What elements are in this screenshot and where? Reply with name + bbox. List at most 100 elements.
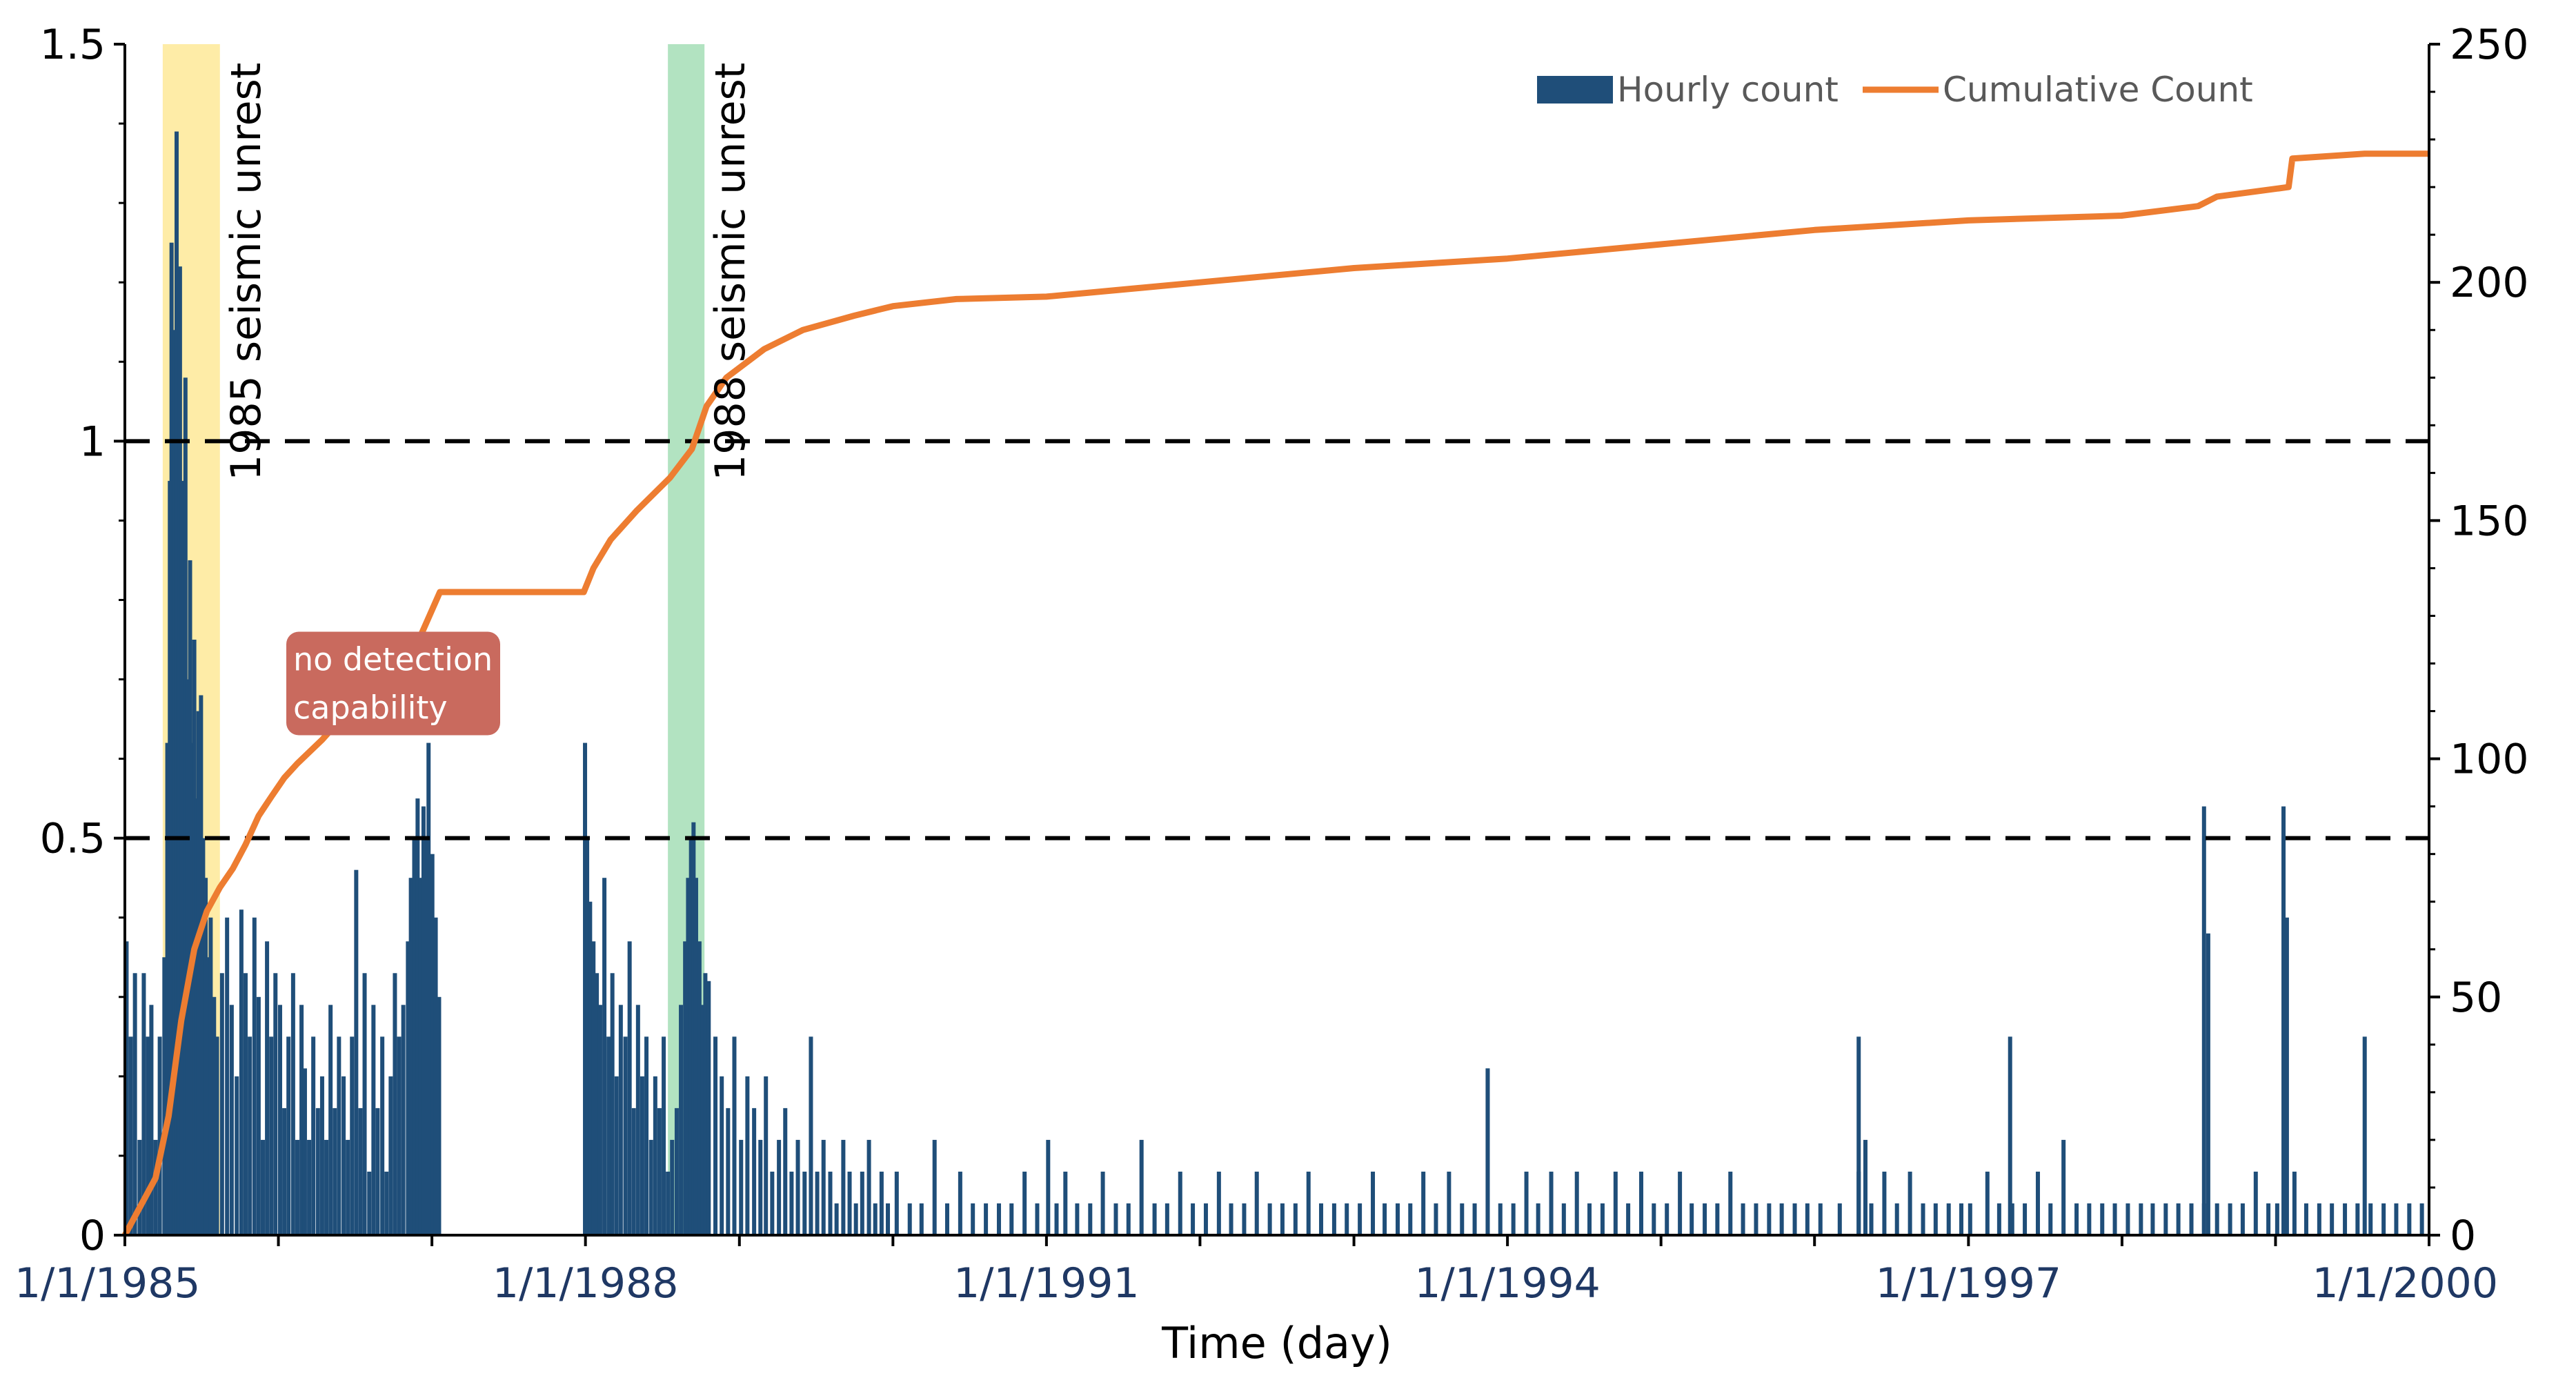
hourly-count-bar	[350, 1036, 355, 1235]
hourly-count-bar	[907, 1203, 912, 1235]
hourly-count-bar	[648, 1139, 653, 1235]
hourly-count-bar	[1046, 1139, 1051, 1235]
hourly-count-bar	[290, 973, 295, 1235]
hourly-count-bar	[165, 742, 170, 1235]
hourly-count-bar	[713, 1036, 718, 1235]
hourly-count-bar	[426, 742, 431, 1235]
hourly-count-bar	[204, 878, 208, 1235]
hourly-count-bar	[1536, 1203, 1540, 1235]
hourly-count-bar	[199, 695, 204, 1235]
x-tick-label: 1/1/2000	[2312, 1259, 2498, 1308]
hourly-count-bar	[1126, 1203, 1131, 1235]
hourly-count-bars	[124, 131, 2424, 1236]
hourly-count-bar	[2126, 1203, 2130, 1235]
hourly-count-bar	[2381, 1203, 2386, 1235]
hourly-count-bar	[1472, 1203, 1477, 1235]
hourly-count-bar	[319, 1076, 324, 1235]
hourly-count-bar	[610, 973, 615, 1235]
hourly-count-bar	[401, 1005, 406, 1235]
hourly-count-bar	[277, 1005, 282, 1235]
cumulative-count-polyline	[122, 150, 2429, 1237]
hourly-count-bar	[1229, 1203, 1233, 1235]
hourly-count-bar	[225, 917, 230, 1235]
hourly-count-bar	[1280, 1203, 1285, 1235]
hourly-count-bar	[1652, 1203, 1656, 1235]
hourly-count-bar	[958, 1171, 962, 1235]
hourly-count-bar	[2010, 1203, 2014, 1235]
hourly-count-bar	[1946, 1203, 1951, 1235]
hourly-count-bar	[1242, 1203, 1247, 1235]
hourly-count-bar	[1863, 1139, 1867, 1235]
hourly-count-bar	[1754, 1203, 1758, 1235]
hourly-count-bar	[674, 1107, 679, 1235]
hourly-count-bar	[295, 1139, 299, 1235]
hourly-count-bar	[282, 1107, 287, 1235]
hourly-count-bar	[1434, 1203, 1438, 1235]
hourly-count-bar	[1690, 1203, 1694, 1235]
hourly-count-bar	[354, 869, 359, 1235]
hourly-count-bar	[1178, 1171, 1182, 1235]
hourly-count-bar	[286, 1036, 291, 1235]
hourly-count-bar	[328, 1005, 333, 1235]
hourly-count-bar	[2240, 1203, 2245, 1235]
hourly-count-bar	[1075, 1203, 1080, 1235]
hourly-count-bar	[235, 1076, 239, 1235]
hourly-count-bar	[388, 1076, 393, 1235]
hourly-count-bar	[1152, 1203, 1157, 1235]
hourly-count-bar	[1997, 1203, 2001, 1235]
hourly-count-bar	[683, 941, 688, 1235]
hourly-count-bar	[337, 1036, 341, 1235]
hourly-count-bar	[324, 1139, 329, 1235]
x-axis-title: Time (day)	[1161, 1318, 1392, 1368]
hourly-count-bar	[873, 1203, 878, 1235]
band-label: 1985 seismic unrest	[222, 63, 270, 481]
hourly-count-bar	[2100, 1203, 2105, 1235]
band-label: 1988 seismic unrest	[706, 63, 755, 481]
x-tick-label: 1/1/1988	[493, 1259, 678, 1308]
cumulative-count-line	[122, 150, 2429, 1237]
left-tick-label: 1.5	[40, 21, 106, 69]
hourly-count-bar	[847, 1171, 852, 1235]
hourly-count-bar	[190, 742, 195, 1235]
legend-label: Hourly count	[1617, 70, 1839, 110]
hourly-count-bar	[795, 1139, 800, 1235]
hourly-count-bar	[137, 1139, 142, 1235]
hourly-count-bar	[362, 973, 367, 1235]
hourly-count-bar	[206, 957, 210, 1235]
hourly-count-bar	[2330, 1203, 2335, 1235]
hourly-count-bar	[606, 1036, 611, 1235]
hourly-count-bar	[132, 973, 137, 1235]
hourly-count-bar	[789, 1171, 794, 1235]
hourly-count-bar	[739, 1139, 744, 1235]
hourly-count-bar	[2163, 1203, 2168, 1235]
left-tick-label: 1	[79, 417, 106, 466]
hourly-count-bar	[421, 806, 426, 1235]
hourly-count-bar	[1408, 1203, 1413, 1235]
hourly-count-bar	[1345, 1203, 1349, 1235]
hourly-count-bar	[732, 1036, 737, 1235]
hourly-count-bar	[1703, 1203, 1707, 1235]
hourly-count-bar	[146, 1036, 150, 1235]
hourly-count-bar	[243, 973, 248, 1235]
hourly-count-bar	[1088, 1203, 1093, 1235]
hourly-count-bar	[919, 1203, 924, 1235]
hourly-count-bar	[333, 1107, 337, 1235]
hourly-count-bar	[1063, 1171, 1068, 1235]
hourly-count-bar	[412, 838, 417, 1235]
hourly-count-bar	[393, 973, 397, 1235]
hourly-count-bar	[219, 973, 224, 1235]
hourly-count-bar	[1908, 1171, 1912, 1235]
hourly-count-bar	[2362, 1036, 2367, 1235]
hourly-count-bar	[1022, 1171, 1027, 1235]
hourly-count-bar	[2139, 1203, 2143, 1235]
hourly-count-bar	[706, 981, 711, 1235]
hourly-count-bar	[1254, 1171, 1259, 1235]
hourly-count-bar	[252, 917, 257, 1235]
hourly-count-bar	[1678, 1171, 1683, 1235]
hourly-count-bar	[752, 1107, 757, 1235]
hourly-count-bar	[157, 1036, 162, 1235]
hourly-count-bar	[2061, 1139, 2066, 1235]
hourly-count-bar	[153, 1139, 158, 1235]
hourly-count-bar	[192, 640, 197, 1235]
hourly-count-bar	[614, 1076, 619, 1235]
